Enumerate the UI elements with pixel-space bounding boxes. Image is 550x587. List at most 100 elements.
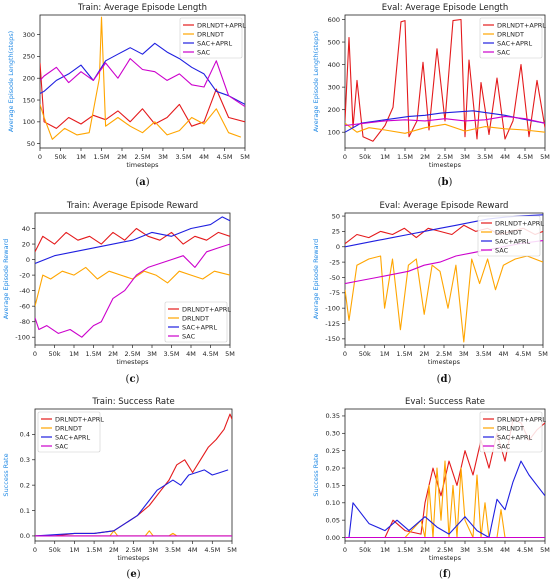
x-tick-label: 50k <box>359 153 371 161</box>
legend-box <box>479 411 543 453</box>
x-tick-label: 1.5M <box>86 350 102 358</box>
y-tick-label: 600 <box>328 16 340 24</box>
series-line-drlndt <box>35 266 230 307</box>
y-tick-label: 0 <box>336 243 340 251</box>
y-tick-label: 0.2 <box>20 481 30 489</box>
legend-label-sac: SAC <box>197 48 211 56</box>
legend-label-drlndt-aprl: DRLNDT+APRL <box>197 21 246 29</box>
y-tick-label: -150 <box>325 335 340 343</box>
legend-label-sac-aprl: SAC+APRL <box>182 323 217 331</box>
legend-label-drlndt-aprl: DRLNDT+APRL <box>55 415 104 423</box>
legend-label-drlndt-aprl: DRLNDT+APRL <box>497 21 546 29</box>
legend-label-sac-aprl: SAC+APRL <box>497 39 532 47</box>
chart-c: Train: Average Episode Reward -100 -80 -60 -… <box>2 201 235 385</box>
x-tick-label: 1M <box>70 546 80 554</box>
chart-title: Train: Average Episode Length <box>77 3 207 13</box>
x-tick-label: 3M <box>460 546 470 554</box>
y-tick-label: 20 <box>22 240 30 248</box>
legend-label-drlndt: DRLNDT <box>497 30 524 38</box>
x-tick-label: 0 <box>33 350 37 358</box>
x-axis-label: timesteps <box>126 161 159 169</box>
legend-label-sac-aprl: SAC+APRL <box>495 237 530 245</box>
x-tick-label: 0 <box>343 153 347 161</box>
series-line-sac-aprl <box>345 110 545 133</box>
x-tick-label: 1.5M <box>86 546 102 554</box>
legend-label-sac-aprl: SAC+APRL <box>55 433 90 441</box>
legend-label-sac-aprl: SAC+APRL <box>197 39 232 47</box>
x-tick-label: 3M <box>158 153 168 161</box>
series-line-drlndt <box>345 255 543 343</box>
x-tick-label: 3.5M <box>164 350 180 358</box>
series-line-drlndt <box>345 460 545 539</box>
y-tick-label: 0.25 <box>326 447 340 455</box>
x-tick-label: 2M <box>109 546 119 554</box>
x-tick-label: 3.5M <box>477 546 493 554</box>
legend-label-sac: SAC <box>497 48 511 56</box>
legend-label-sac-aprl: SAC+APRL <box>497 433 532 441</box>
x-tick-label: 1.5M <box>396 350 412 358</box>
x-tick-label: 5M <box>227 546 237 554</box>
x-tick-label: 3M <box>460 153 470 161</box>
series-line-drlndt <box>40 16 242 140</box>
chart-e: Train: Success Rate 0.0 0.1 0.2 0.3 0.4 0 50k 1M… <box>2 397 237 580</box>
series-line-sac-aprl <box>345 460 545 539</box>
panel-caption: (a) <box>135 177 149 188</box>
series-line-sac <box>345 115 545 127</box>
series-line-sac <box>40 58 245 108</box>
x-tick-label: 2M <box>117 153 127 161</box>
x-tick-label: 1M <box>76 153 86 161</box>
panel-caption: (c) <box>126 374 140 385</box>
series-line-drlndt-aprl <box>345 18 545 142</box>
x-tick-label: 0 <box>33 546 37 554</box>
legend-label-drlndt: DRLNDT <box>197 30 224 38</box>
y-tick-label: 500 <box>328 38 340 46</box>
x-tick-label: 0 <box>343 350 347 358</box>
y-tick-label: -60 <box>19 302 30 310</box>
series-line-drlndt <box>345 122 545 134</box>
x-tick-label: 1.5M <box>397 153 413 161</box>
x-tick-label: 2M <box>108 350 118 358</box>
panel-caption: (e) <box>126 569 140 580</box>
x-tick-label: 0 <box>38 153 42 161</box>
legend-box <box>37 411 101 453</box>
chart-b: Eval: Average Episode Length 100 200 300 400… <box>312 3 550 188</box>
x-tick-label: 3.5M <box>476 350 492 358</box>
y-tick-label: -100 <box>325 304 340 312</box>
x-tick-label: 1.5M <box>397 546 413 554</box>
x-axis-label: timesteps <box>117 554 150 562</box>
legend-label-sac: SAC <box>182 332 196 340</box>
panel-caption: (d) <box>437 374 452 385</box>
legend-label-drlndt-aprl: DRLNDT+APRL <box>497 415 546 423</box>
y-axis-label: Average Episode Length(steps) <box>312 31 320 132</box>
x-tick-label: 4M <box>188 546 198 554</box>
y-tick-label: 0.30 <box>326 430 340 438</box>
y-axis-label: Average Episode Reward <box>312 239 320 320</box>
y-tick-label: 100 <box>23 118 35 126</box>
series-line-sac-aprl <box>35 469 229 537</box>
x-tick-label: 1M <box>69 350 79 358</box>
chart-f: Eval: Success Rate 0.00 0.05 0.10 0.15 0.20 0.… <box>312 397 550 580</box>
x-tick-label: 4.5M <box>517 153 533 161</box>
y-tick-label: -50 <box>329 274 340 282</box>
y-tick-label: 0.4 <box>20 431 30 439</box>
x-tick-label: 2M <box>420 153 430 161</box>
legend-label-drlndt: DRLNDT <box>55 424 82 432</box>
x-tick-label: 50k <box>49 546 61 554</box>
x-tick-label: 5M <box>240 153 250 161</box>
x-tick-label: 3M <box>148 546 158 554</box>
series-line-sac-aprl <box>40 42 245 105</box>
y-axis-label: Average Episode Length(steps) <box>7 31 15 132</box>
legend-label-drlndt-aprl: DRLNDT+APRL <box>495 219 544 227</box>
x-tick-label: 3.5M <box>176 153 192 161</box>
chart-title: Eval: Average Episode Length <box>382 3 509 13</box>
y-tick-label: 0.3 <box>20 456 30 464</box>
y-tick-label: 400 <box>328 61 340 69</box>
y-tick-label: 0.35 <box>326 412 340 420</box>
x-axis-label: timesteps <box>116 358 149 366</box>
y-tick-label: -125 <box>325 320 340 328</box>
y-tick-label: -25 <box>329 258 340 266</box>
